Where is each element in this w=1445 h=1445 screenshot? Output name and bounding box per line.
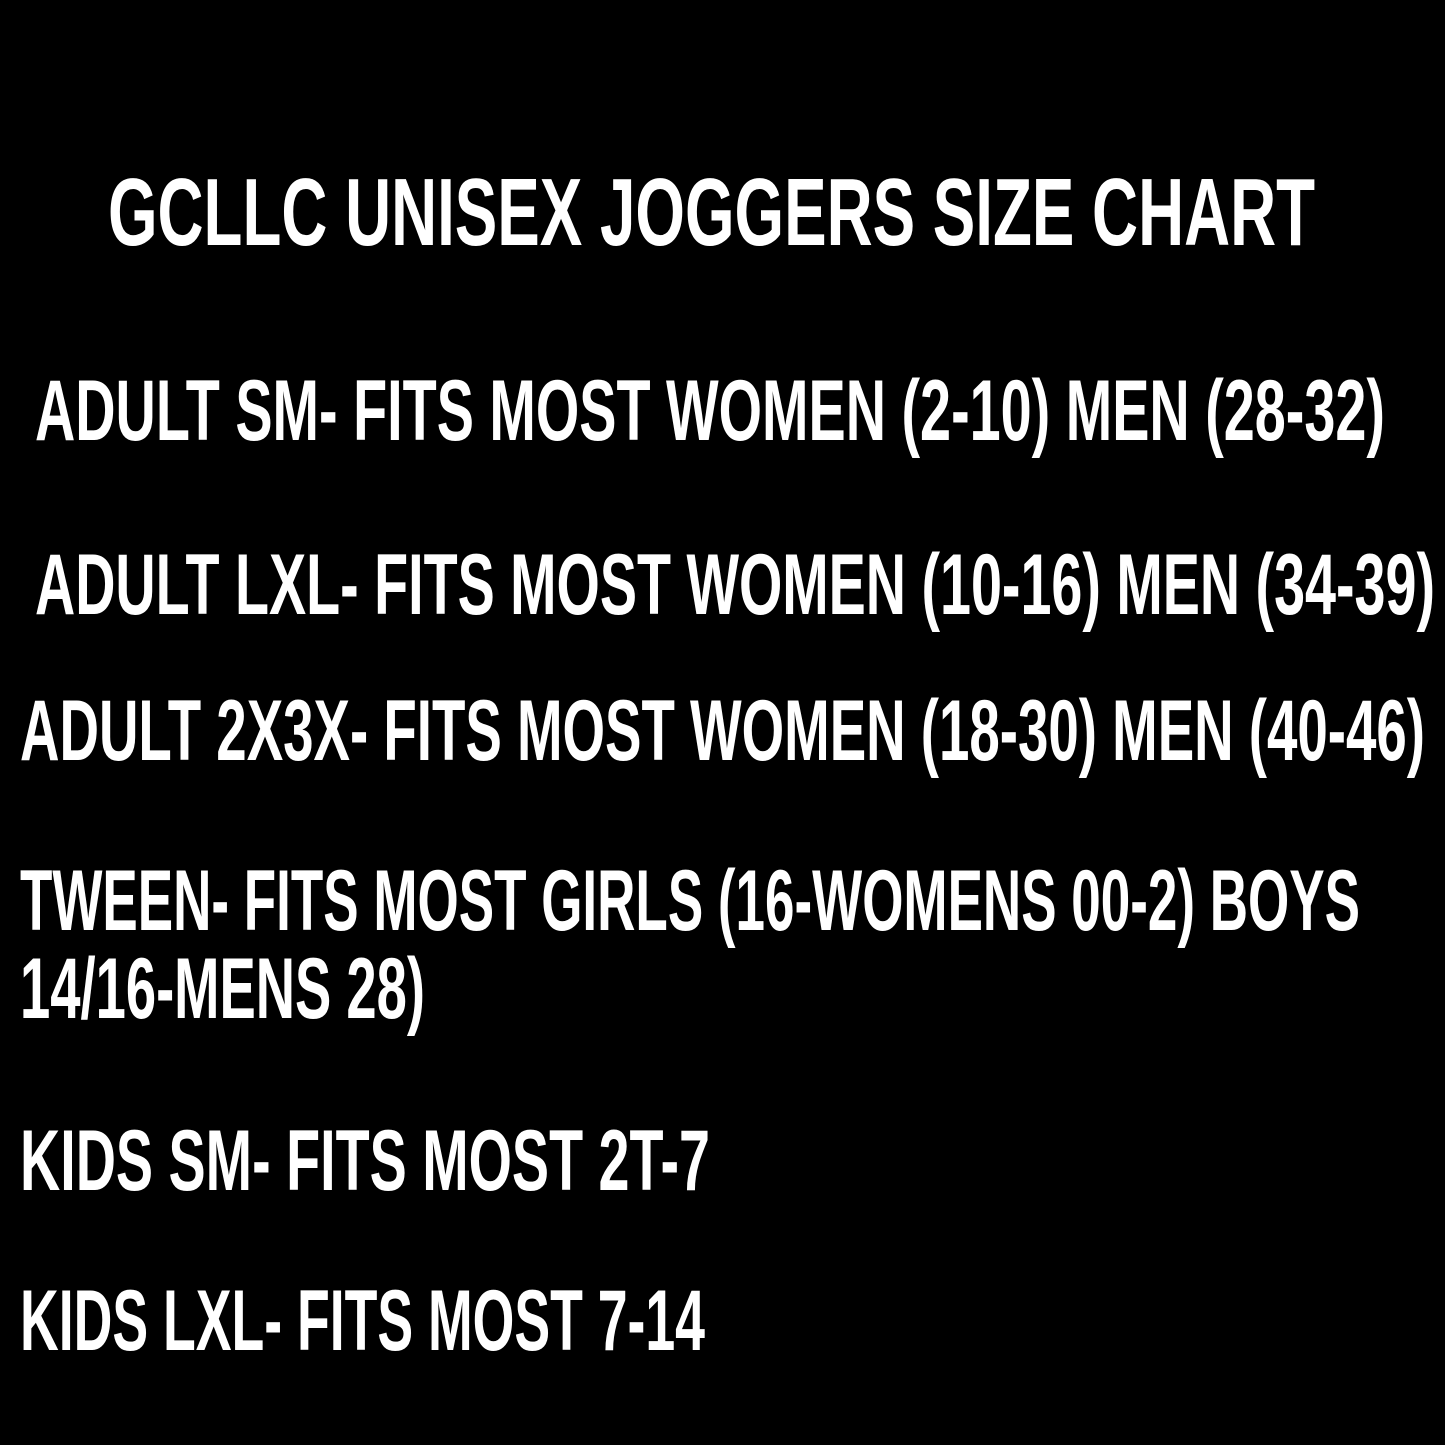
size-line-kids-lxl: KIDS LXL- FITS MOST 7-14 (20, 1273, 705, 1369)
size-line-adult-sm: ADULT SM- FITS MOST WOMEN (2-10) MEN (28… (35, 363, 1385, 459)
page-title: GCLLC UNISEX JOGGERS SIZE CHART (108, 159, 1315, 266)
size-line-adult-lxl: ADULT LXL- FITS MOST WOMEN (10-16) MEN (… (35, 537, 1435, 633)
size-line-tween: TWEEN- FITS MOST GIRLS (16-WOMENS 00-2) … (20, 853, 1360, 949)
size-line-tween-continued: 14/16-MENS 28) (20, 941, 425, 1037)
size-line-kids-sm: KIDS SM- FITS MOST 2T-7 (20, 1113, 710, 1209)
size-line-adult-2x3x: ADULT 2X3X- FITS MOST WOMEN (18-30) MEN … (20, 683, 1425, 779)
